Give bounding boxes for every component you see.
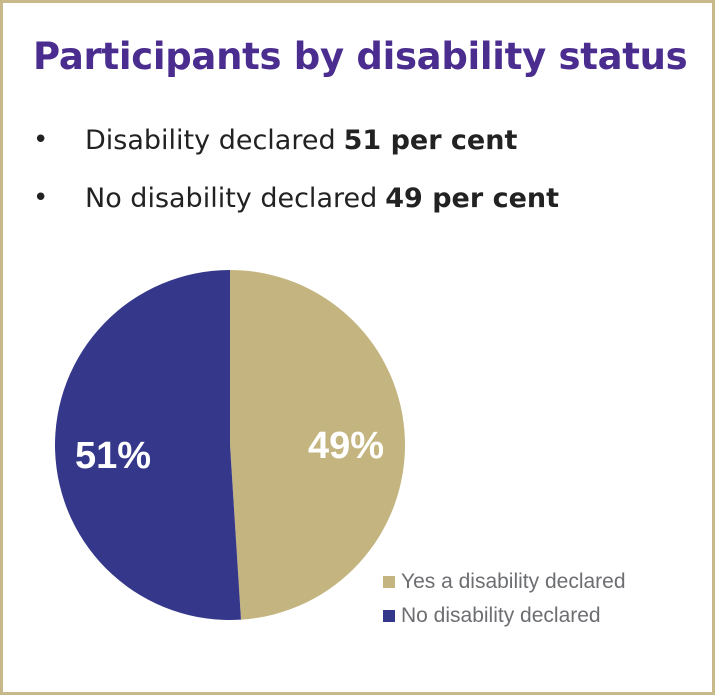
pie-chart: 49% 51%	[54, 270, 405, 620]
bullet-list: • Disability declared 51 per cent • No disa…	[33, 111, 559, 227]
pie-slice	[230, 270, 405, 620]
slice-data-label: 51%	[75, 435, 151, 477]
legend: Yes a disability declared No disability …	[383, 565, 626, 633]
bullet-item: • Disability declared 51 per cent	[33, 124, 518, 156]
legend-swatch	[383, 576, 395, 588]
chart-title: Participants by disability status	[33, 35, 688, 78]
legend-item: Yes a disability declared	[383, 565, 626, 599]
bullet-icon: •	[33, 183, 49, 213]
legend-swatch	[383, 610, 395, 622]
bullet-icon: •	[33, 125, 49, 155]
pie-slice	[54, 270, 241, 620]
bullet-item: • No disability declared 49 per cent	[33, 182, 560, 214]
slice-data-label: 49%	[308, 425, 384, 467]
legend-item: No disability declared	[383, 599, 626, 633]
